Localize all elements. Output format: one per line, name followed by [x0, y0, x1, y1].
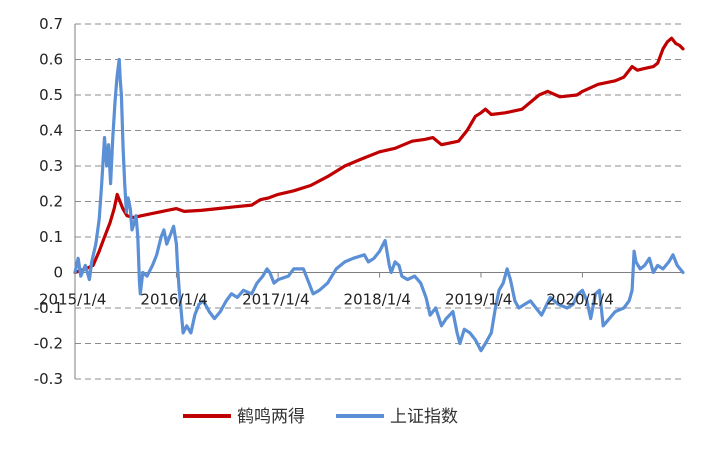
- y-tick-label: 0.1: [39, 228, 63, 246]
- x-tick-label: 2020/1/4: [546, 291, 613, 309]
- legend-label-0: 鹤鸣两得: [237, 407, 305, 427]
- y-axis-ticks: 0.7 0.6 0.5 0.4 0.3 0.2 0.1 0 -0.1 -0.2 -0.3: [34, 15, 63, 388]
- legend: 鹤鸣两得 上证指数: [183, 407, 458, 427]
- y-tick-label: 0.3: [39, 157, 63, 175]
- y-tick-label: 0.6: [39, 51, 63, 69]
- y-tick-label: 0.2: [39, 193, 63, 211]
- series-line-1: [73, 57, 685, 353]
- y-tick-label: 0: [53, 264, 63, 282]
- x-tick-label: 2018/1/4: [344, 291, 411, 309]
- x-tick-label: 2017/1/4: [242, 291, 309, 309]
- x-tick-label: 2016/1/4: [140, 291, 207, 309]
- y-tick-label: 0.7: [39, 15, 63, 33]
- legend-label-1: 上证指数: [390, 407, 458, 427]
- y-tick-label: 0.5: [39, 86, 63, 104]
- x-axis-ticks: 2015/1/4 2016/1/4 2017/1/4 2018/1/4 2019/1/4…: [39, 272, 614, 309]
- x-tick-label: 2015/1/4: [39, 291, 106, 309]
- series-lines: [73, 36, 685, 353]
- y-tick-label: -0.1: [34, 299, 63, 317]
- x-tick-label: 2019/1/4: [445, 291, 512, 309]
- y-tick-label: 0.4: [39, 122, 63, 140]
- y-tick-label: -0.2: [34, 335, 63, 353]
- gridlines: [74, 23, 683, 380]
- y-tick-label: -0.3: [34, 370, 63, 388]
